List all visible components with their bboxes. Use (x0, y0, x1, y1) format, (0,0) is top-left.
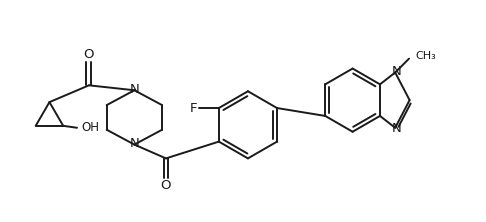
Text: N: N (391, 65, 401, 78)
Text: N: N (129, 83, 139, 96)
Text: CH₃: CH₃ (415, 51, 435, 61)
Text: OH: OH (81, 121, 99, 134)
Text: O: O (161, 178, 171, 192)
Text: N: N (391, 122, 401, 135)
Text: N: N (129, 137, 139, 150)
Text: O: O (84, 48, 94, 61)
Text: F: F (190, 101, 197, 115)
